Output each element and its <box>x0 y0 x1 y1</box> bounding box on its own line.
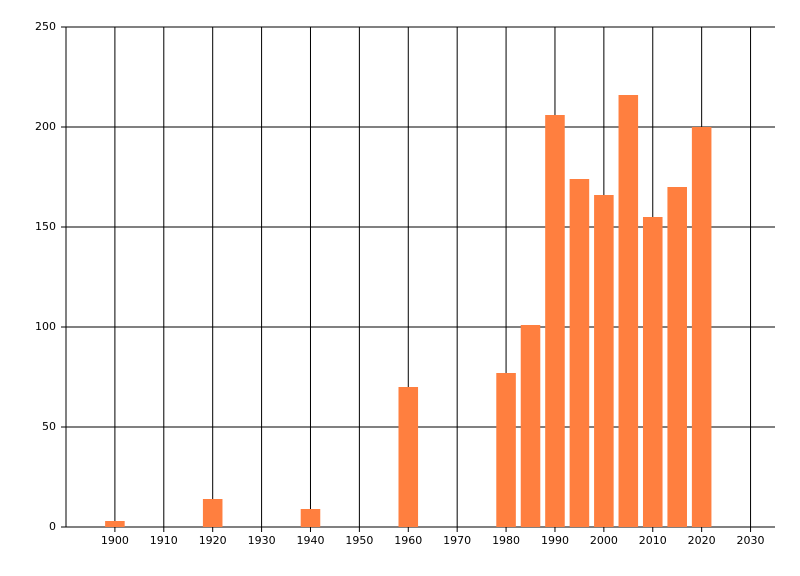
x-tick-label: 1950 <box>345 534 373 547</box>
x-tick-label: 1940 <box>296 534 324 547</box>
bar <box>667 187 687 527</box>
y-tick-label: 50 <box>42 420 56 433</box>
x-tick-label: 2000 <box>590 534 618 547</box>
x-tick-label: 1990 <box>541 534 569 547</box>
bar <box>300 509 321 527</box>
y-tick-label: 100 <box>35 320 56 333</box>
y-tick-label: 0 <box>49 520 56 533</box>
bar <box>569 179 590 527</box>
bar <box>691 127 712 527</box>
y-tick-label: 200 <box>35 120 56 133</box>
bar <box>496 373 516 527</box>
bar <box>105 521 125 527</box>
x-tick-label: 1980 <box>492 534 520 547</box>
bar <box>398 387 419 527</box>
bar <box>202 499 223 527</box>
bar <box>618 95 639 527</box>
x-tick-label: 1970 <box>443 534 471 547</box>
x-tick-label: 1910 <box>150 534 178 547</box>
y-tick-label: 150 <box>35 220 56 233</box>
bar <box>545 115 565 527</box>
x-tick-label: 1960 <box>394 534 422 547</box>
x-tick-label: 2030 <box>737 534 765 547</box>
x-tick-label: 1920 <box>199 534 227 547</box>
bar <box>520 325 541 527</box>
bar <box>594 195 614 527</box>
bar <box>642 217 663 527</box>
x-tick-label: 1930 <box>248 534 276 547</box>
x-tick-label: 2020 <box>688 534 716 547</box>
y-tick-label: 250 <box>35 20 56 33</box>
x-tick-label: 1900 <box>101 534 129 547</box>
x-tick-label: 2010 <box>639 534 667 547</box>
